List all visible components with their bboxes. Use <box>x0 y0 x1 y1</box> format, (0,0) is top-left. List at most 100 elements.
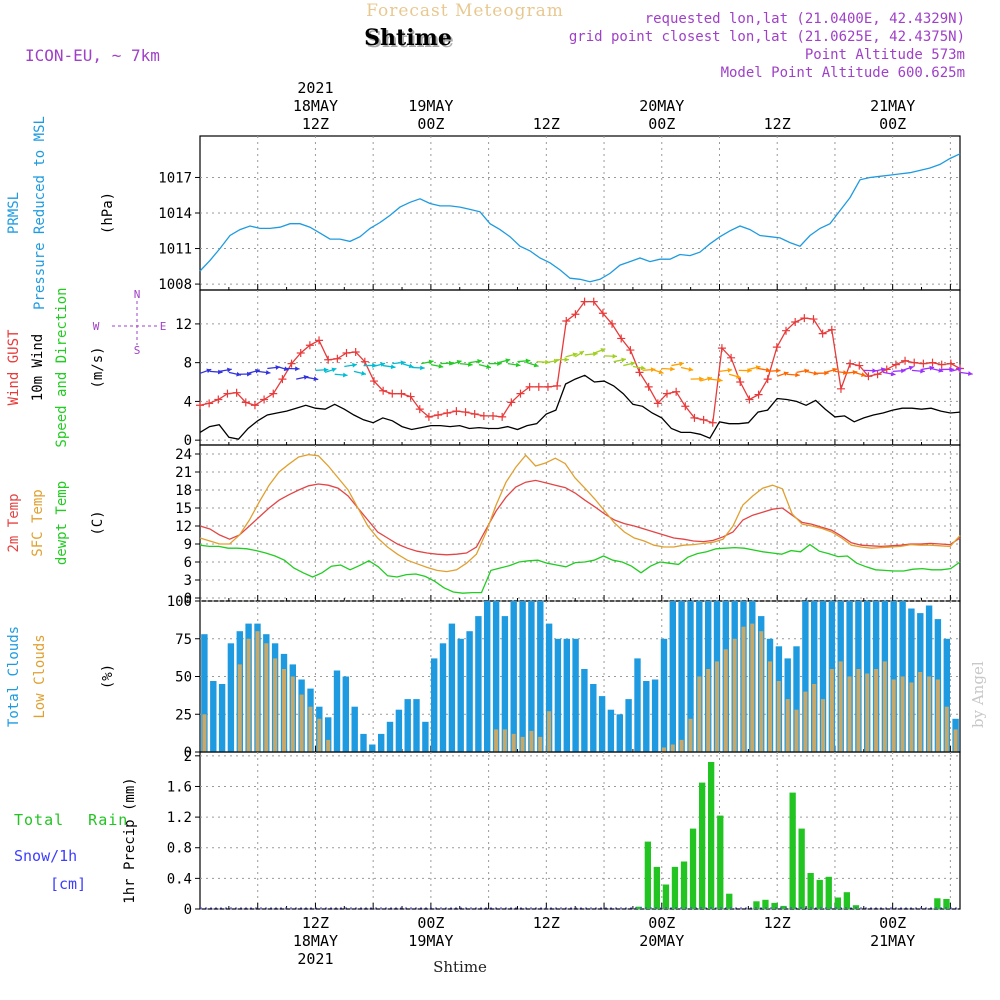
y-axis-label: 10m Wind <box>30 334 46 401</box>
rain-bar <box>771 902 778 909</box>
gust-marker <box>333 354 342 363</box>
panel-frame <box>199 751 961 910</box>
wind-arrow-head <box>323 367 329 373</box>
gust-marker <box>250 401 259 410</box>
rain-bar <box>780 905 787 909</box>
low-cloud-bar <box>662 747 666 752</box>
wind-arrow-head <box>255 368 260 374</box>
y-tick-label: 1011 <box>158 242 192 258</box>
series-line-10m-wind <box>199 374 961 440</box>
gust-marker <box>525 382 534 391</box>
total-cloud-bar <box>643 681 650 752</box>
low-cloud-bar <box>927 676 932 752</box>
low-cloud-bar <box>246 638 251 753</box>
top-time-label: 00Z <box>648 115 675 133</box>
wind-arrow-head <box>600 348 606 353</box>
total-cloud-bar <box>607 709 615 752</box>
rain-bar <box>753 901 760 909</box>
gust-marker <box>782 326 791 335</box>
top-time-label: 2021 <box>297 79 333 97</box>
bottom-time-label: 00Z <box>648 914 675 932</box>
wind-arrow-head <box>331 367 337 373</box>
low-cloud-bar <box>520 736 525 752</box>
legend-snow-unit: [cm] <box>50 875 86 893</box>
total-cloud-bar <box>333 670 341 752</box>
legend-snow: Snow/1h <box>14 847 77 865</box>
wind-arrow-head <box>352 362 357 368</box>
low-cloud-bar <box>856 669 861 752</box>
gust-marker <box>415 405 424 414</box>
wind-arrow-head <box>400 360 406 366</box>
total-cloud-bar <box>475 616 482 752</box>
gust-marker <box>498 412 507 421</box>
low-cloud-bar <box>202 714 207 753</box>
gust-marker <box>855 361 864 370</box>
rain-bar <box>653 866 660 909</box>
wind-arrow-head <box>670 366 675 372</box>
y-tick-label: 0.8 <box>167 841 192 857</box>
total-cloud-bar <box>651 679 659 752</box>
bottom-time-label: 12Z <box>764 914 791 932</box>
low-cloud-bar <box>821 699 825 752</box>
wind-arrow-head <box>477 359 482 364</box>
total-cloud-bar <box>811 601 818 752</box>
total-cloud-bar <box>386 721 394 752</box>
gust-marker <box>479 411 488 420</box>
gust-marker <box>708 418 717 427</box>
wind-arrow-head <box>775 368 781 374</box>
y-tick-label: 18 <box>175 483 192 499</box>
y-tick-label: 2 <box>184 749 192 765</box>
y-tick-label: 1.2 <box>167 810 192 826</box>
wind-arrow-head <box>842 370 848 375</box>
total-cloud-bar <box>943 638 950 753</box>
y-axis-label: dewpt Temp <box>54 481 70 565</box>
unit-label: (m/s) <box>90 346 106 388</box>
gust-marker <box>562 317 571 325</box>
rain-bar <box>825 876 832 909</box>
gust-marker <box>864 372 873 381</box>
total-cloud-bar <box>678 601 685 752</box>
info-model-altitude: Model Point Altitude 600.625m <box>721 65 965 81</box>
gust-marker <box>260 395 269 404</box>
wind-arrow-head <box>679 361 684 367</box>
gust-marker <box>461 408 470 417</box>
gust-marker <box>443 409 452 418</box>
low-cloud-bar <box>891 679 896 752</box>
gust-marker <box>901 356 910 365</box>
panel-temperature: 0 3 6 9 12 15 18 21 24 2m Temp SFC Temp dewpt Temp (… <box>6 444 961 607</box>
low-cloud-bar <box>706 669 711 752</box>
low-cloud-bar <box>874 669 879 752</box>
y-tick-label: 1.6 <box>167 779 192 795</box>
wind-arrow-head <box>467 362 473 367</box>
low-cloud-bar <box>918 672 923 752</box>
gust-marker <box>635 368 644 377</box>
y-tick-label: 1014 <box>158 206 192 222</box>
wind-arrow-head <box>390 364 396 370</box>
wind-arrow-head <box>699 376 704 382</box>
gust-marker <box>342 348 351 357</box>
top-time-label: 00Z <box>417 115 444 133</box>
total-cloud-bar <box>492 601 500 752</box>
low-cloud-bar <box>511 733 516 752</box>
gust-marker <box>287 359 296 368</box>
low-cloud-bar <box>953 729 958 752</box>
total-cloud-bar <box>687 601 694 752</box>
gust-marker <box>745 395 754 404</box>
wind-arrow-head <box>313 376 319 382</box>
y-tick-label: 9 <box>184 537 192 553</box>
gust-marker <box>617 334 626 343</box>
y-tick-label: 0.4 <box>167 871 192 887</box>
gust-marker <box>644 382 653 391</box>
wind-arrow-head <box>533 362 539 368</box>
wind-arrow-head <box>938 368 944 373</box>
gust-marker <box>873 370 882 379</box>
gust-marker <box>296 348 305 357</box>
panel-wind: 0 4 8 12 Wind GUST 10m Wind Speed and Directio… <box>6 287 973 449</box>
total-cloud-bar <box>660 638 668 753</box>
series-line-dewpt-temp <box>199 543 961 594</box>
y-tick-label: 25 <box>175 707 192 723</box>
total-cloud-bar <box>404 699 411 752</box>
gust-marker <box>196 401 204 410</box>
y-tick-label: 12 <box>175 317 192 333</box>
y-tick-label: 6 <box>184 555 192 571</box>
